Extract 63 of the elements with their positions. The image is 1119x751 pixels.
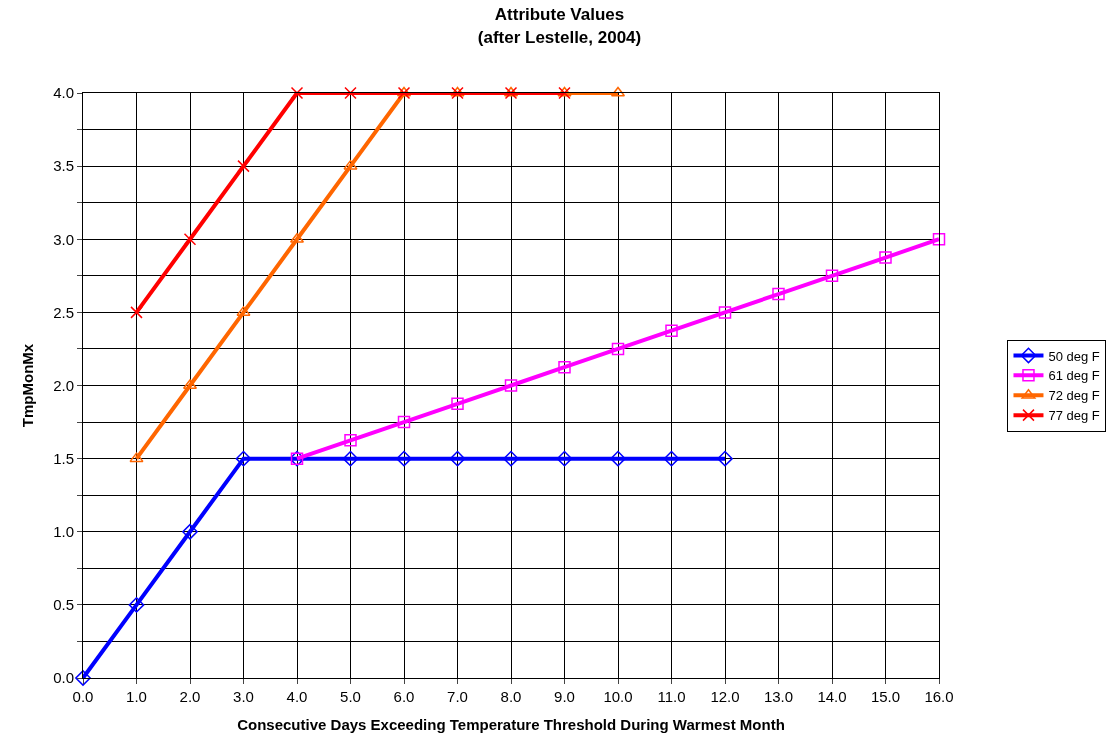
point: [344, 86, 357, 100]
point: [449, 450, 466, 467]
point: [772, 287, 785, 301]
point: [825, 269, 839, 283]
point: [342, 450, 359, 467]
y-tick-label: 3.0: [53, 230, 74, 248]
x-tick-label: 10.0: [603, 688, 633, 705]
x-tick-label: 2.0: [179, 688, 201, 705]
x-tick-label: 11.0: [657, 688, 686, 705]
point: [235, 450, 252, 467]
point: [717, 450, 733, 467]
x-tick-label: 14.0: [817, 688, 847, 705]
point: [718, 306, 732, 319]
chart-title: Attribute Values (after Lestelle, 2004): [477, 5, 642, 47]
point: [610, 450, 626, 467]
point: [556, 450, 573, 467]
point: [932, 233, 946, 246]
point: [128, 596, 145, 613]
x-tick-label: 12.0: [710, 688, 740, 705]
x-tick-label: 13.0: [763, 688, 794, 705]
point: [611, 342, 625, 356]
x-tick-label: 5.0: [340, 688, 361, 705]
y-tick-label: 0.0: [53, 669, 74, 687]
x-tick-label: 15.0: [870, 688, 901, 705]
x-tick-label: 6.0: [393, 688, 415, 705]
point: [237, 159, 250, 173]
point: [665, 324, 678, 337]
point: [344, 434, 357, 447]
point: [182, 523, 198, 540]
legend-label: 61 deg F: [1048, 368, 1100, 384]
y-tick-label: 4.0: [53, 84, 74, 102]
legend-label: 77 deg F: [1048, 408, 1100, 424]
y-axis-title: TmpMonMx: [19, 343, 37, 428]
point: [396, 450, 412, 467]
x-tick-label: 0.0: [72, 688, 94, 705]
point: [75, 670, 91, 686]
y-tick-label: 0.5: [53, 596, 74, 614]
point: [343, 159, 358, 170]
point: [397, 415, 411, 429]
point: [503, 450, 519, 467]
x-axis-title: Consecutive Days Exceeding Temperature Threshold During Warmest Month: [237, 716, 785, 733]
y-tick-label: 3.5: [53, 157, 74, 175]
x-tick-label: 4.0: [286, 688, 308, 705]
point: [879, 251, 892, 264]
x-tick-label: 7.0: [447, 688, 468, 705]
y-tick-label: 2.0: [53, 376, 74, 394]
point: [663, 450, 680, 467]
point: [558, 360, 571, 374]
legend-label: 50 deg F: [1048, 348, 1100, 364]
point: [290, 86, 304, 100]
x-tick-label: 1.0: [126, 688, 147, 705]
point: [504, 379, 518, 392]
y-tick-label: 2.5: [53, 303, 74, 321]
x-tick-label: 8.0: [500, 688, 522, 705]
y-tick-label: 1.5: [53, 449, 74, 467]
y-tick-label: 1.0: [53, 523, 74, 540]
point: [130, 306, 143, 319]
legend-label: 72 deg F: [1048, 388, 1100, 404]
point: [451, 397, 464, 411]
x-tick-label: 16.0: [924, 688, 954, 705]
point: [129, 452, 144, 463]
x-tick-label: 9.0: [554, 688, 575, 705]
x-tick-label: 3.0: [233, 688, 254, 705]
